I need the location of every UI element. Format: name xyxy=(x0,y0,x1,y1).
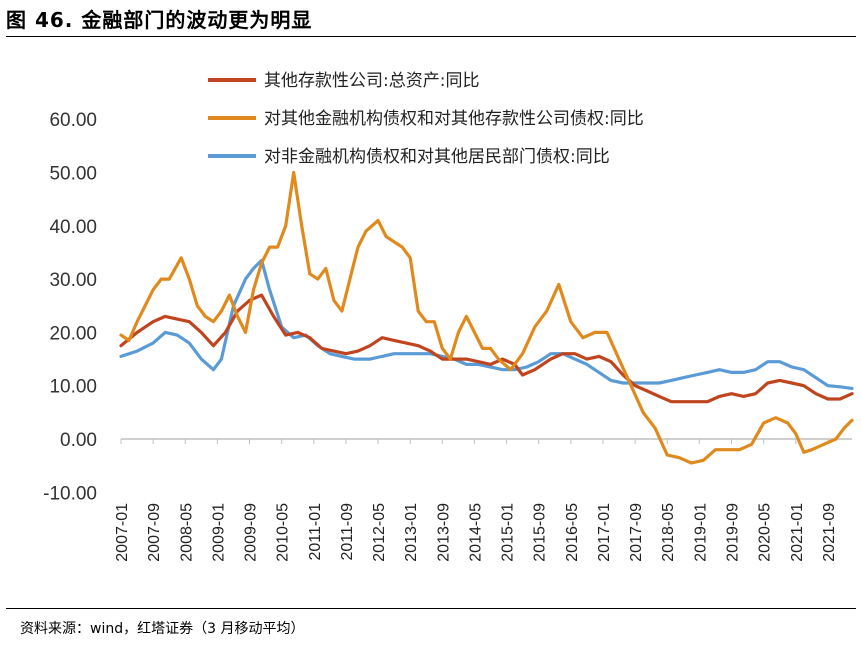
y-tick-label: 10.00 xyxy=(49,377,97,398)
legend-label-1: 其他存款性公司:总资产:同比 xyxy=(264,71,479,91)
x-tick-label: 2017-09 xyxy=(628,503,645,562)
series-line-1 xyxy=(119,293,854,404)
line-chart: -10.00 0.00 10.00 20.00 30.00 40.00 50.00 60.00… xyxy=(43,71,854,562)
legend-label-2: 对其他金融机构债权和对其他存款性公司债权:同比 xyxy=(264,109,644,129)
y-tick-label: 20.00 xyxy=(49,323,97,344)
x-tick-label: 2009-09 xyxy=(243,503,260,562)
y-tick-label: 50.00 xyxy=(49,164,97,185)
y-tick-label: 0.00 xyxy=(60,430,97,451)
x-tick-label: 2013-01 xyxy=(403,503,420,562)
legend: 其他存款性公司:总资产:同比对其他金融机构债权和对其他存款性公司债权:同比对非金… xyxy=(208,71,644,167)
x-tick-label: 2019-01 xyxy=(692,503,709,562)
series-line-3 xyxy=(119,258,854,390)
x-axis-ticks xyxy=(120,439,829,444)
x-tick-label: 2019-09 xyxy=(725,503,742,562)
y-tick-label: 60.00 xyxy=(49,110,97,131)
legend-label-3: 对非金融机构债权和对其他居民部门债权:同比 xyxy=(264,147,610,167)
x-tick-label: 2011-09 xyxy=(339,503,356,561)
x-tick-label: 2016-05 xyxy=(564,503,581,562)
x-tick-label: 2012-05 xyxy=(371,503,388,562)
x-tick-label: 2021-09 xyxy=(821,503,838,562)
series-lines xyxy=(119,170,854,465)
x-tick-label: 2020-05 xyxy=(757,503,774,562)
x-tick-label: 2007-01 xyxy=(114,503,131,562)
x-tick-label: 2009-01 xyxy=(210,503,227,562)
footer-divider xyxy=(6,608,856,609)
x-tick-label: 2011-01 xyxy=(307,503,324,561)
x-tick-label: 2017-01 xyxy=(596,503,613,562)
chart-title: 图 46. 金融部门的波动更为明显 xyxy=(6,8,313,32)
x-tick-label: 2021-01 xyxy=(789,503,806,562)
title-divider xyxy=(6,36,856,37)
x-tick-label: 2014-05 xyxy=(467,503,484,562)
y-axis: -10.00 0.00 10.00 20.00 30.00 40.00 50.00 60.00 xyxy=(43,110,97,504)
x-tick-label: 2007-09 xyxy=(146,503,163,562)
source-note: 资料来源：wind，红塔证券（3 月移动平均） xyxy=(20,621,305,637)
x-tick-label: 2015-01 xyxy=(500,503,517,562)
series-line-2 xyxy=(119,170,854,465)
x-tick-label: 2010-05 xyxy=(275,503,292,562)
y-tick-label: -10.00 xyxy=(43,483,97,504)
y-tick-label: 40.00 xyxy=(49,217,97,238)
x-axis-labels: 2007-01 2007-09 2008-05 2009-01 2009-09 2010-… xyxy=(114,503,838,562)
x-tick-label: 2013-09 xyxy=(435,503,452,562)
x-tick-label: 2018-05 xyxy=(660,503,677,562)
y-tick-label: 30.00 xyxy=(49,270,97,291)
x-tick-label: 2008-05 xyxy=(178,503,195,562)
x-tick-label: 2015-09 xyxy=(532,503,549,562)
